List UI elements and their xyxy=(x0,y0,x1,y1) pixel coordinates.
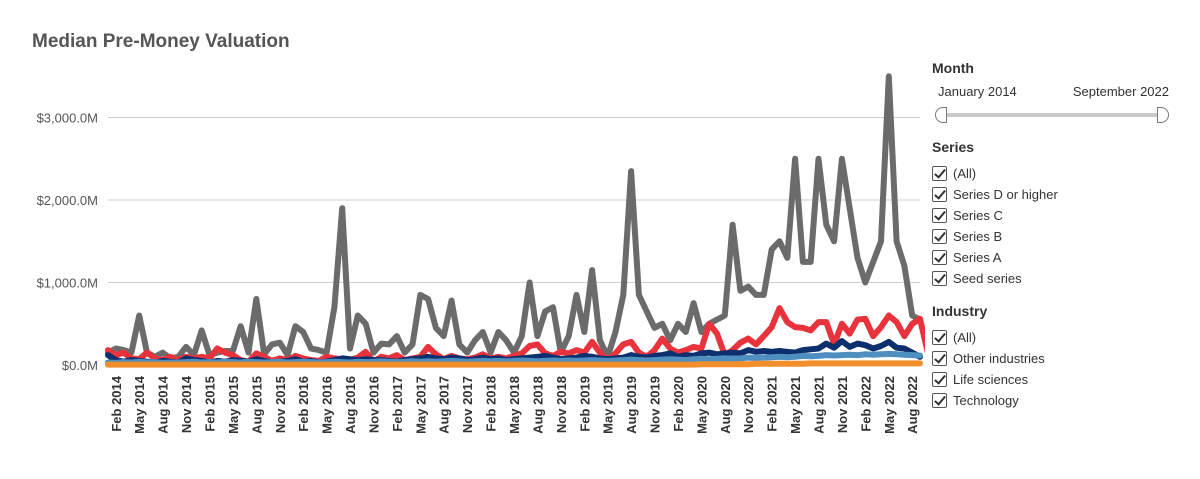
x-axis-ticks: Feb 2014 May 2014 Aug 2014 Nov 2014 Feb 2015… xyxy=(109,375,920,434)
checkbox-checked-icon[interactable] xyxy=(932,393,947,408)
y-tick-label: $0.0M xyxy=(62,358,98,373)
slider-end-handle[interactable] xyxy=(1157,107,1169,123)
series-lines xyxy=(105,73,925,368)
series-line xyxy=(105,360,923,368)
series-filter-seed[interactable]: Seed series xyxy=(932,268,1172,289)
industry-filter-heading: Industry xyxy=(932,303,988,319)
x-tick-label: Aug 2020 xyxy=(718,376,733,434)
chart-title: Median Pre-Money Valuation xyxy=(32,31,290,52)
y-tick-label: $1,000.0M xyxy=(37,276,98,291)
x-tick-label: Nov 2016 xyxy=(367,376,382,433)
filter-panel: Month January 2014 September 2022 Series… xyxy=(932,60,1172,425)
x-tick-label: Feb 2016 xyxy=(296,376,311,432)
x-tick-label: May 2018 xyxy=(507,376,522,434)
month-end-label: September 2022 xyxy=(1072,84,1169,99)
filter-item-label: Series C xyxy=(953,208,1003,223)
slider-track[interactable] xyxy=(940,113,1164,117)
checkbox-checked-icon[interactable] xyxy=(932,250,947,265)
x-tick-label: Nov 2019 xyxy=(648,376,663,433)
filter-item-label: (All) xyxy=(953,166,977,181)
x-tick-label: Aug 2017 xyxy=(437,376,452,434)
x-tick-label: Nov 2017 xyxy=(460,376,475,433)
filter-item-label: Series D or higher xyxy=(953,187,1058,202)
x-tick-label: Nov 2020 xyxy=(741,376,756,433)
x-tick-label: May 2015 xyxy=(226,376,241,434)
x-tick-label: Aug 2018 xyxy=(530,376,545,434)
industry-filter-other[interactable]: Other industries xyxy=(932,348,1172,369)
filter-item-label: Series B xyxy=(953,229,1003,244)
checkbox-checked-icon[interactable] xyxy=(932,330,947,345)
checkbox-checked-icon[interactable] xyxy=(932,208,947,223)
x-tick-label: Feb 2017 xyxy=(390,376,405,432)
filter-item-label: Seed series xyxy=(953,271,1022,286)
checkbox-checked-icon[interactable] xyxy=(932,229,947,244)
x-tick-label: Nov 2014 xyxy=(179,375,194,433)
month-start-label: January 2014 xyxy=(938,84,1017,99)
y-tick-label: $2,000.0M xyxy=(37,193,98,208)
x-tick-label: Aug 2014 xyxy=(156,375,171,434)
industry-filter-all[interactable]: (All) xyxy=(932,327,1172,348)
x-tick-label: Nov 2015 xyxy=(273,376,288,433)
filter-item-label: Other industries xyxy=(953,351,1045,366)
series-filter-all[interactable]: (All) xyxy=(932,163,1172,184)
industry-filter-life-sciences[interactable]: Life sciences xyxy=(932,369,1172,390)
x-tick-label: Feb 2014 xyxy=(109,375,124,431)
series-filter-list: (All) Series D or higher Series C Series… xyxy=(932,163,1172,289)
x-tick-label: Aug 2015 xyxy=(249,376,264,434)
x-tick-label: Aug 2022 xyxy=(905,376,920,434)
month-range-labels: January 2014 September 2022 xyxy=(932,84,1172,99)
series-filter-series-b[interactable]: Series B xyxy=(932,226,1172,247)
x-tick-label: May 2016 xyxy=(320,376,335,434)
series-filter-heading: Series xyxy=(932,139,975,155)
y-tick-label: $3,000.0M xyxy=(37,111,98,126)
line-chart: $0.0M $1,000.0M $2,000.0M $3,000.0M Feb 201… xyxy=(37,73,925,434)
checkbox-checked-icon[interactable] xyxy=(932,271,947,286)
filter-item-label: Series A xyxy=(953,250,1002,265)
x-tick-label: Aug 2019 xyxy=(624,376,639,434)
filter-item-label: (All) xyxy=(953,330,977,345)
filter-item-label: Life sciences xyxy=(953,372,1029,387)
x-tick-label: May 2021 xyxy=(788,376,803,434)
x-tick-label: May 2022 xyxy=(882,376,897,434)
checkbox-checked-icon[interactable] xyxy=(932,372,947,387)
x-tick-label: Feb 2018 xyxy=(484,376,499,432)
series-filter-series-c[interactable]: Series C xyxy=(932,205,1172,226)
x-tick-label: May 2020 xyxy=(694,376,709,434)
x-tick-label: Feb 2021 xyxy=(765,376,780,432)
series-line xyxy=(105,73,923,362)
x-tick-label: Feb 2019 xyxy=(577,376,592,432)
industry-filter-technology[interactable]: Technology xyxy=(932,390,1172,411)
filter-item-label: Technology xyxy=(953,393,1019,408)
slider-start-handle[interactable] xyxy=(935,107,947,123)
series-filter-series-a[interactable]: Series A xyxy=(932,247,1172,268)
x-tick-label: Feb 2020 xyxy=(671,376,686,432)
x-tick-label: Nov 2021 xyxy=(835,376,850,433)
x-tick-label: Feb 2015 xyxy=(203,376,218,432)
x-tick-label: Feb 2022 xyxy=(858,376,873,432)
x-tick-label: May 2017 xyxy=(413,376,428,434)
x-tick-label: Nov 2018 xyxy=(554,376,569,433)
y-axis-ticks: $0.0M $1,000.0M $2,000.0M $3,000.0M xyxy=(37,111,98,374)
month-range-slider[interactable] xyxy=(932,107,1172,125)
checkbox-checked-icon[interactable] xyxy=(932,166,947,181)
x-tick-label: Aug 2021 xyxy=(812,376,827,434)
industry-filter-list: (All) Other industries Life sciences Tec… xyxy=(932,327,1172,411)
x-tick-label: May 2019 xyxy=(601,376,616,434)
month-filter-heading: Month xyxy=(932,60,974,76)
checkbox-checked-icon[interactable] xyxy=(932,187,947,202)
x-tick-label: Aug 2016 xyxy=(343,376,358,434)
checkbox-checked-icon[interactable] xyxy=(932,351,947,366)
series-filter-series-d[interactable]: Series D or higher xyxy=(932,184,1172,205)
x-tick-label: May 2014 xyxy=(132,375,147,434)
